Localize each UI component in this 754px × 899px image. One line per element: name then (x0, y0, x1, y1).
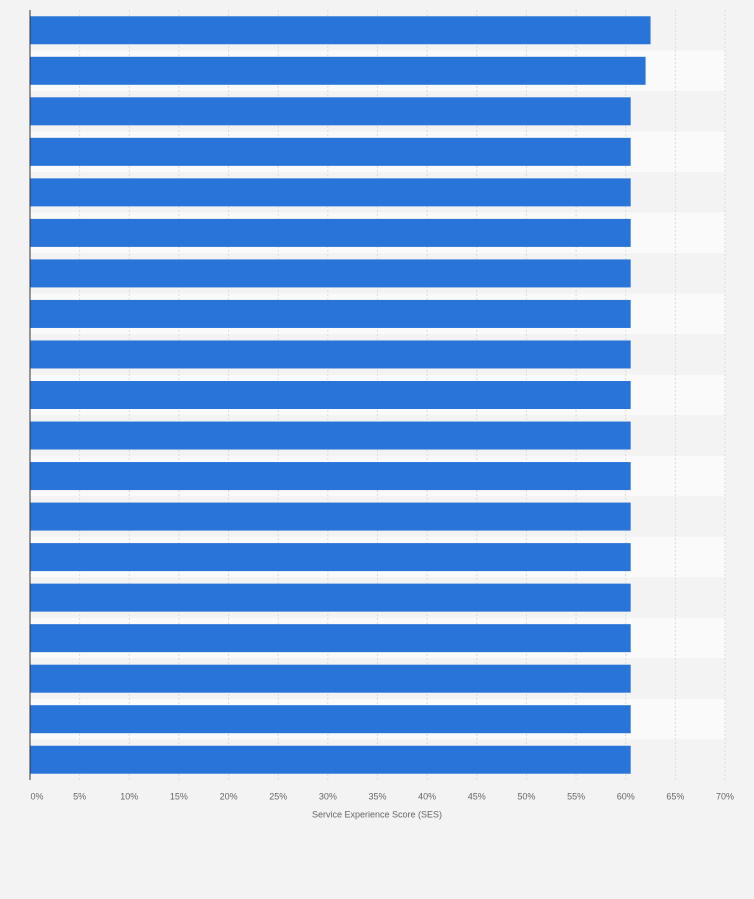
x-tick-label: 65% (666, 791, 684, 801)
x-tick-label: 60% (617, 791, 635, 801)
bar (30, 218, 631, 247)
x-tick-label: 25% (269, 791, 287, 801)
x-tick-label: 10% (120, 791, 138, 801)
bar (30, 56, 646, 85)
x-axis-title: Service Experience Score (SES) (312, 809, 442, 819)
x-tick-label: 35% (368, 791, 386, 801)
x-tick-label: 0% (30, 791, 43, 801)
bar (30, 299, 631, 328)
bar (30, 340, 631, 369)
x-tick-label: 50% (517, 791, 535, 801)
x-tick-label: 45% (468, 791, 486, 801)
bar (30, 259, 631, 288)
bar (30, 502, 631, 531)
bar (30, 664, 631, 693)
bar (30, 543, 631, 572)
bar (30, 624, 631, 653)
bar (30, 381, 631, 409)
x-tick-label: 70% (716, 791, 734, 801)
bar (30, 97, 631, 126)
bar (30, 705, 631, 734)
bar (30, 462, 631, 491)
bar (30, 745, 631, 774)
bar (30, 16, 651, 45)
x-tick-label: 30% (319, 791, 337, 801)
bar (30, 178, 631, 207)
x-tick-label: 5% (73, 791, 86, 801)
bar (30, 421, 631, 450)
bar (30, 583, 631, 612)
x-tick-label: 15% (170, 791, 188, 801)
x-tick-label: 20% (220, 791, 238, 801)
x-tick-label: 40% (418, 791, 436, 801)
bar (30, 137, 631, 166)
x-tick-label: 55% (567, 791, 585, 801)
